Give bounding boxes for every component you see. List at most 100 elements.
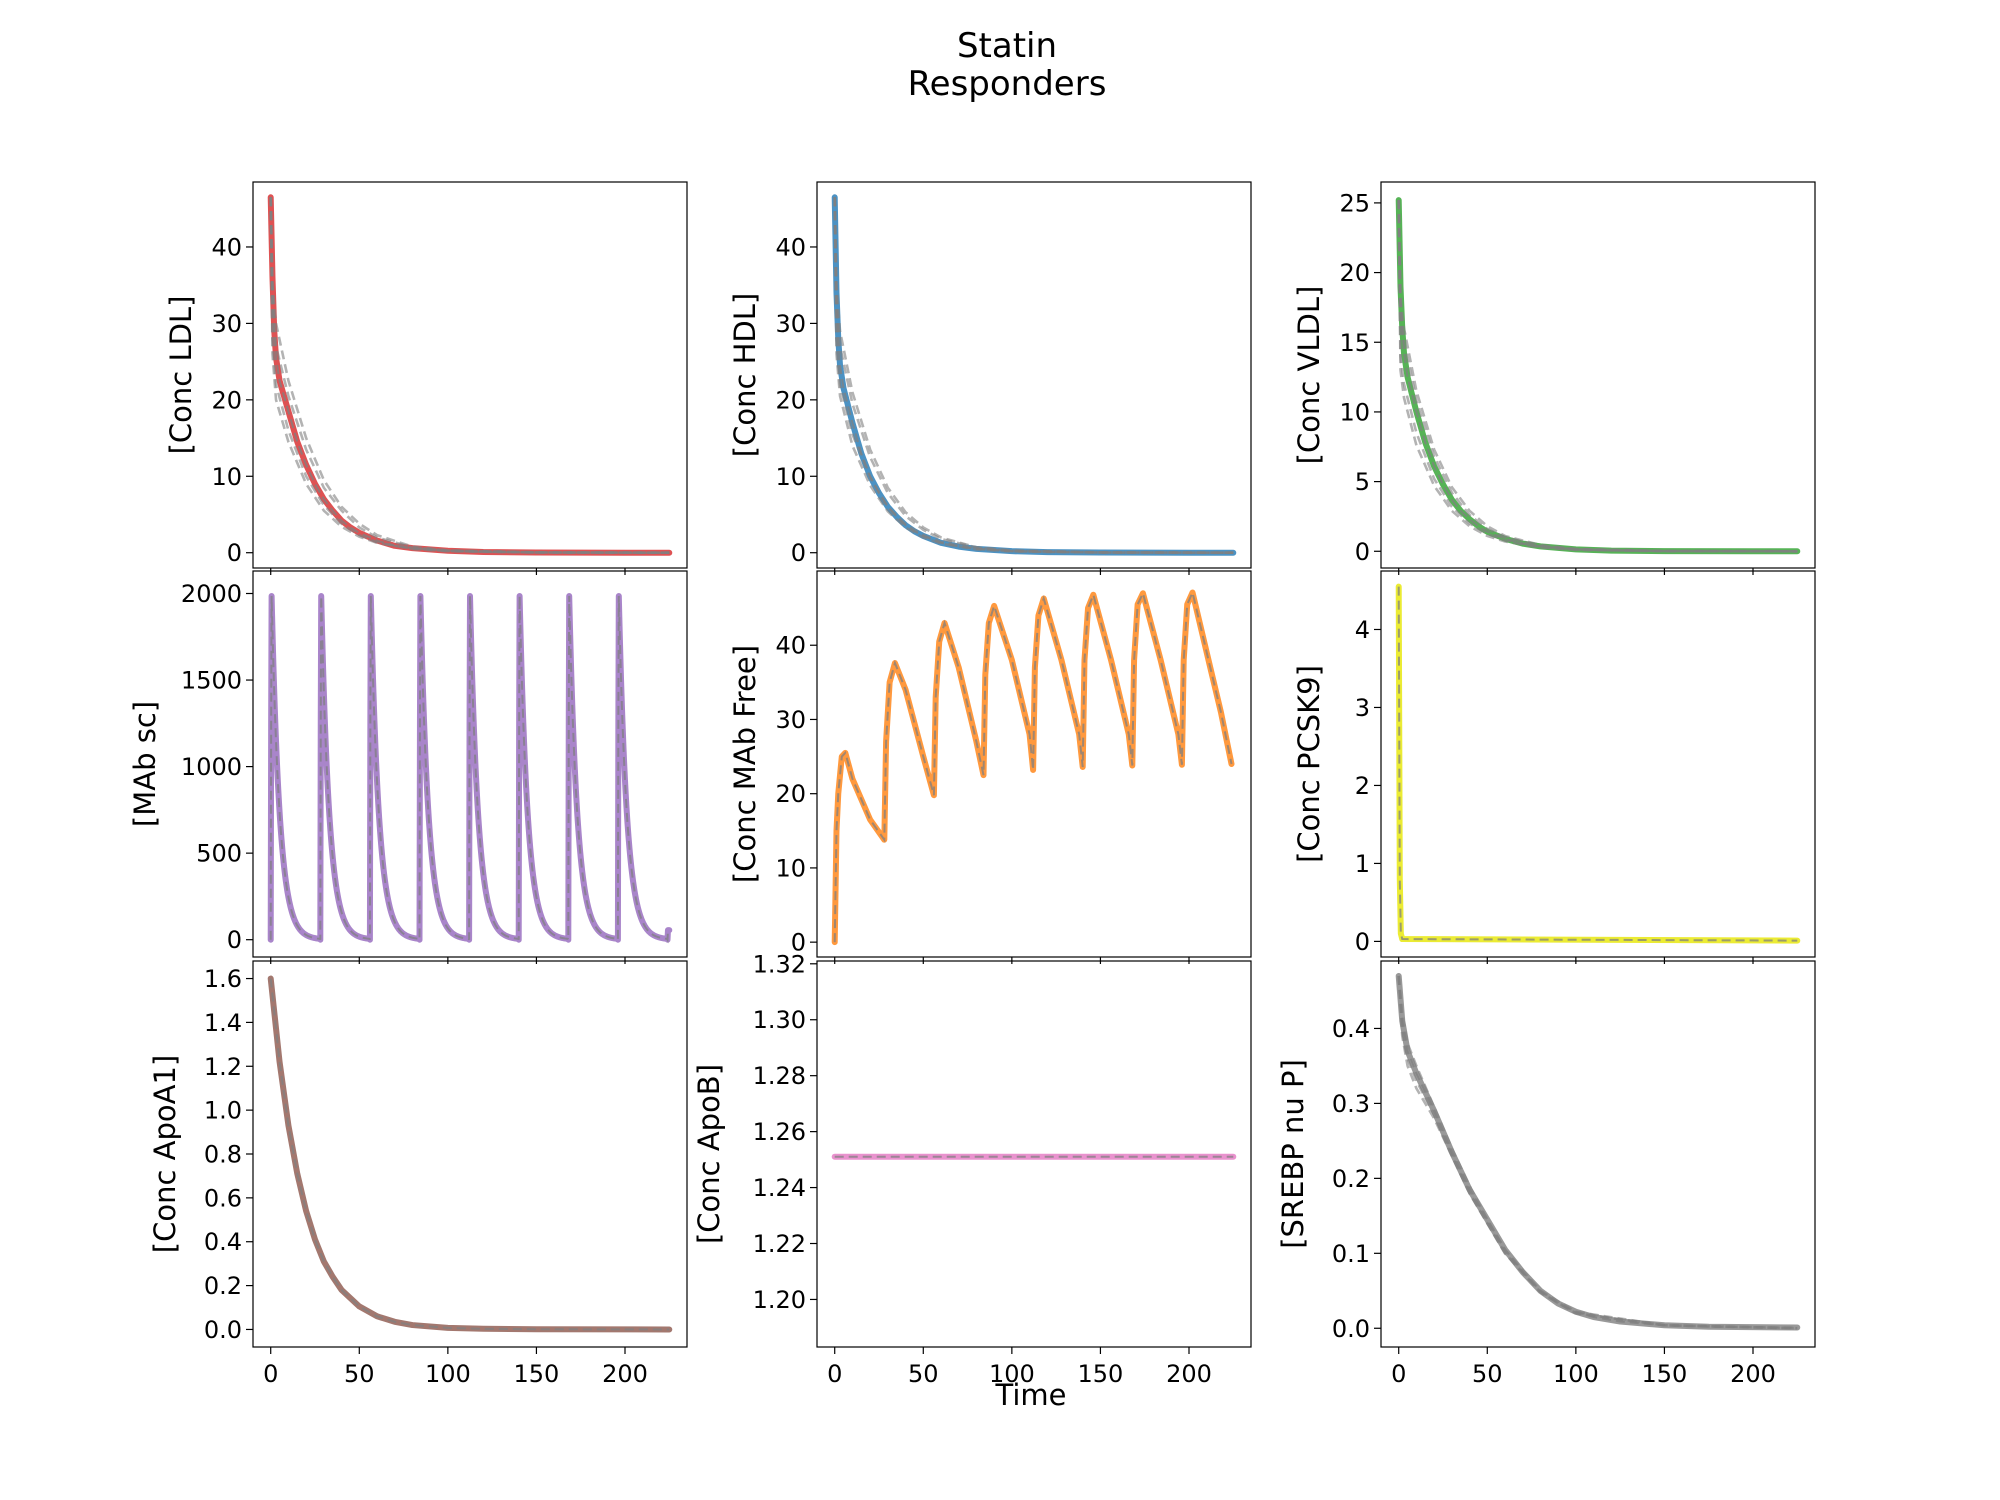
subplot-1: 0 10 20 30 40 [Conc LDL]: [164, 181, 688, 575]
y-tick-label: 500: [196, 840, 242, 868]
y-axis-label: [Conc LDL]: [164, 296, 198, 455]
simulation-line: [269, 197, 670, 555]
y-tick-label: 1.24: [753, 1174, 806, 1202]
subplot-3: 0 5 10 15 20 25 [Conc VLDL]: [1292, 181, 1816, 575]
y-tick-label: 10: [211, 463, 242, 491]
plot-area: [831, 589, 1235, 946]
subplot-6: 0 1 2 3 4 [Conc PCSK9]: [1292, 570, 1816, 964]
y-tick-label: 1.26: [753, 1118, 806, 1146]
shared-x-axis-label: Time: [995, 1378, 1067, 1412]
y-tick-label: 40: [211, 233, 242, 261]
x-tick-label: 0: [263, 1360, 278, 1388]
y-tick-label: 20: [1339, 259, 1370, 287]
y-tick-label: 0.6: [204, 1184, 242, 1212]
simulation-line: [1397, 975, 1798, 1330]
data-line-main: [1395, 972, 1801, 1331]
y-tick-label: 0: [1355, 538, 1370, 566]
simulation-line: [269, 197, 670, 555]
y-tick-label: 1: [1355, 850, 1370, 878]
subplot-5: 0 10 20 30 40 [Conc MAb Free]: [728, 570, 1252, 964]
data-line-main: [1395, 583, 1801, 944]
plot-area: [267, 975, 673, 1333]
y-tick-label: 15: [1339, 329, 1370, 357]
axes-frame: [252, 570, 688, 958]
simulation-line: [1397, 200, 1798, 553]
simulation-line: [1397, 975, 1798, 1330]
y-tick-label: 30: [775, 310, 806, 338]
y-tick-label: 0.4: [1332, 1015, 1370, 1043]
y-tick-label: 3: [1355, 694, 1370, 722]
data-line-overlay: [1397, 975, 1798, 1329]
axes-frame: [816, 570, 1252, 958]
y-tick-label: 0: [227, 539, 242, 567]
axes-frame: [1380, 570, 1816, 958]
y-tick-label: 0: [227, 926, 242, 954]
y-tick-label: 0.4: [204, 1228, 242, 1256]
figure-title-line2: Responders: [908, 64, 1107, 104]
x-tick-label: 0: [827, 1360, 842, 1388]
data-line-overlay: [1397, 200, 1798, 553]
subplot-8: 1.20 1.22 1.24 1.26 1.28 1.30 1.32 0 50 100 150 200…: [692, 950, 1252, 1388]
figure-title-line1: Statin: [957, 26, 1057, 66]
y-tick-label: 30: [211, 310, 242, 338]
x-tick-label: 100: [425, 1360, 471, 1388]
y-tick-label: 1.2: [204, 1053, 242, 1081]
x-tick-label: 100: [989, 1360, 1035, 1388]
x-tick-label: 50: [1472, 1360, 1503, 1388]
data-line-overlay: [1397, 586, 1798, 942]
y-tick-label: 0.2: [1332, 1165, 1370, 1193]
plot-area: [1395, 972, 1801, 1331]
x-tick-label: 200: [1730, 1360, 1776, 1388]
y-tick-label: 10: [775, 463, 806, 491]
simulation-line: [1397, 200, 1798, 553]
y-tick-label: 1.32: [753, 950, 806, 978]
y-axis-label: [MAb sc]: [128, 701, 162, 827]
y-axis-label: [Conc VLDL]: [1292, 286, 1326, 465]
subplot-7: 0.0 0.2 0.4 0.6 0.8 1.0 1.2 1.4 1.6 0 50 100 150 200 […: [148, 960, 688, 1388]
axes-frame: [816, 181, 1252, 569]
x-tick-label: 150: [1078, 1360, 1124, 1388]
x-tick-label: 150: [1642, 1360, 1688, 1388]
y-tick-label: 1.28: [753, 1062, 806, 1090]
y-tick-label: 4: [1355, 616, 1370, 644]
y-tick-label: 1.30: [753, 1006, 806, 1034]
plot-area: [831, 194, 1237, 556]
y-axis-label: [Conc ApoB]: [692, 1064, 726, 1244]
y-tick-label: 1000: [181, 753, 242, 781]
plot-area: [267, 194, 673, 556]
y-tick-label: 40: [775, 233, 806, 261]
data-line-main: [267, 194, 673, 556]
y-tick-label: 20: [775, 386, 806, 414]
axes-frame: [816, 960, 1252, 1348]
plot-area: [1395, 197, 1801, 555]
y-tick-label: 0.3: [1332, 1090, 1370, 1118]
simulation-line: [269, 197, 670, 555]
axes-frame: [252, 960, 688, 1348]
data-line-overlay: [269, 197, 670, 554]
x-tick-label: 100: [1553, 1360, 1599, 1388]
y-axis-label: [Conc ApoA1]: [148, 1055, 182, 1253]
y-tick-label: 1.0: [204, 1097, 242, 1125]
subplot-2: 0 10 20 30 40 [Conc HDL]: [728, 181, 1252, 575]
y-tick-label: 20: [211, 386, 242, 414]
y-tick-label: 2000: [181, 580, 242, 608]
y-tick-label: 30: [775, 706, 806, 734]
y-tick-label: 40: [775, 632, 806, 660]
x-tick-label: 50: [344, 1360, 375, 1388]
data-line-main: [267, 975, 673, 1333]
y-tick-label: 1.4: [204, 1009, 242, 1037]
y-tick-label: 5: [1355, 468, 1370, 496]
simulation-line: [1397, 975, 1798, 1330]
subplot-9: 0.0 0.1 0.2 0.3 0.4 0 50 100 150 200 [SREBP nu P]: [1276, 960, 1816, 1388]
y-tick-label: 1.6: [204, 965, 242, 993]
y-tick-label: 25: [1339, 189, 1370, 217]
axes-frame: [1380, 960, 1816, 1348]
data-line-overlay: [833, 197, 1234, 554]
y-tick-label: 0.2: [204, 1272, 242, 1300]
y-axis-label: [Conc MAb Free]: [728, 645, 762, 883]
x-tick-label: 200: [602, 1360, 648, 1388]
plot-area: [267, 592, 673, 944]
data-line-main: [831, 194, 1237, 556]
